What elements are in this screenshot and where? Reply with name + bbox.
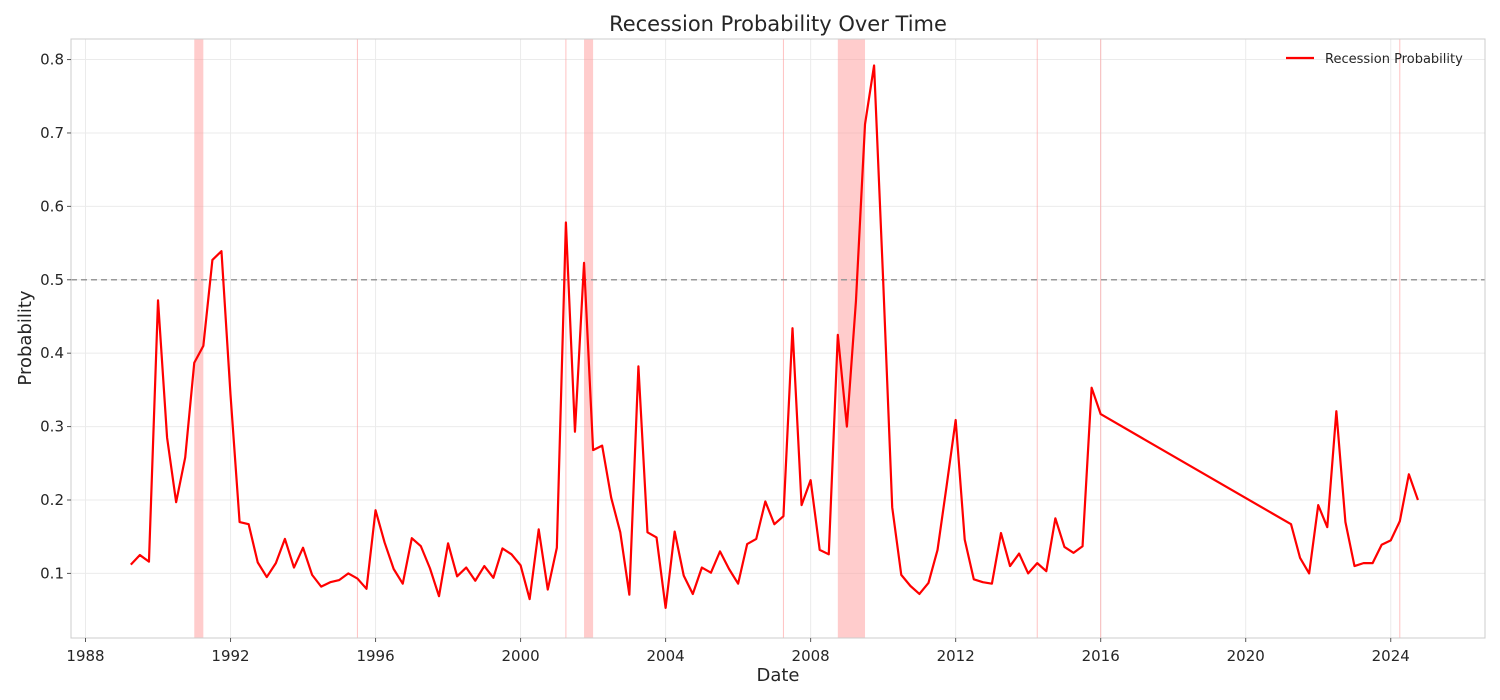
recession-probability-line (130, 64, 1419, 609)
x-tick-label-7: 2016 (1082, 647, 1120, 665)
x-tick-label-3: 2000 (501, 647, 539, 665)
y-tick-label-6: 0.7 (40, 124, 64, 142)
y-tick-label-5: 0.6 (40, 197, 64, 215)
plot-background (71, 39, 1485, 638)
y-tick-label-3: 0.4 (40, 344, 64, 362)
y-axis-ticks: 0.1 0.2 0.3 0.4 0.5 0.6 0.7 0.8 (40, 51, 71, 582)
y-axis-label: Probability (15, 290, 36, 385)
x-tick-label-1: 1992 (211, 647, 249, 665)
x-tick-label-6: 2012 (937, 647, 975, 665)
y-tick-label-1: 0.2 (40, 491, 64, 509)
x-tick-label-9: 2024 (1372, 647, 1410, 665)
recession-bands (194, 39, 1401, 638)
y-tick-label-4: 0.5 (40, 271, 64, 289)
legend: Recession Probability (1286, 52, 1463, 67)
y-tick-label-0: 0.1 (40, 564, 64, 582)
x-tick-label-5: 2008 (792, 647, 830, 665)
x-axis-ticks: 1988 1992 1996 2000 2004 2008 2012 2016 2020 2024 (66, 638, 1410, 665)
x-tick-label-4: 2004 (647, 647, 685, 665)
recession-band-0 (194, 39, 204, 638)
x-tick-label-8: 2020 (1227, 647, 1265, 665)
y-tick-label-2: 0.3 (40, 418, 64, 436)
legend-label: Recession Probability (1325, 52, 1463, 67)
x-tick-label-2: 1996 (356, 647, 394, 665)
x-tick-label-0: 1988 (66, 647, 104, 665)
plot-frame (70, 38, 1486, 639)
grid (71, 39, 1485, 638)
x-axis-label: Date (756, 665, 799, 686)
y-tick-label-7: 0.8 (40, 51, 64, 69)
recession-band-2 (837, 39, 866, 638)
chart-title: Recession Probability Over Time (609, 12, 947, 36)
